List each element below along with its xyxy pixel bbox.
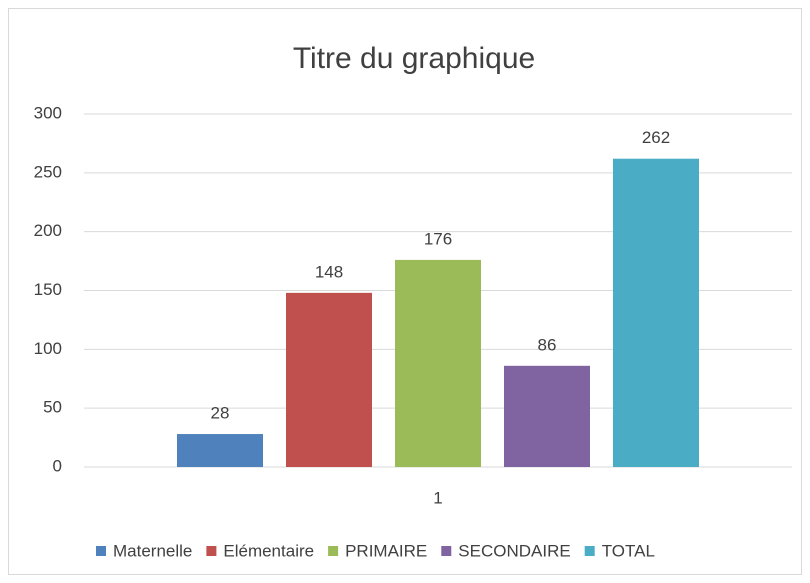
y-tick-label: 50 bbox=[43, 398, 62, 417]
y-tick-label: 250 bbox=[34, 162, 62, 181]
bar bbox=[504, 365, 590, 467]
x-tick-label: 1 bbox=[433, 488, 442, 507]
legend-swatch bbox=[441, 546, 452, 556]
bar bbox=[613, 158, 699, 468]
y-tick-label: 200 bbox=[34, 221, 62, 240]
legend-label: Maternelle bbox=[113, 541, 192, 560]
data-label: 28 bbox=[211, 404, 230, 423]
y-tick-label: 100 bbox=[34, 339, 62, 358]
y-tick-label: 150 bbox=[34, 280, 62, 299]
legend-swatch bbox=[584, 546, 595, 556]
y-tick-label: 0 bbox=[53, 456, 62, 475]
legend-swatch bbox=[206, 546, 217, 556]
legend-label: PRIMAIRE bbox=[345, 541, 427, 560]
data-label: 148 bbox=[315, 262, 343, 281]
legend-swatch bbox=[96, 546, 106, 556]
bar bbox=[286, 292, 372, 467]
data-label: 86 bbox=[538, 335, 557, 354]
chart-title: Titre du graphique bbox=[293, 42, 535, 75]
legend-label: Elémentaire bbox=[223, 541, 314, 560]
y-tick-label: 300 bbox=[34, 103, 62, 122]
legend-swatch bbox=[328, 546, 339, 556]
bar bbox=[395, 259, 481, 467]
legend-label: TOTAL bbox=[602, 541, 655, 560]
legend-label: SECONDAIRE bbox=[458, 541, 570, 560]
bar bbox=[177, 434, 263, 467]
data-label: 176 bbox=[424, 229, 452, 248]
data-label: 262 bbox=[642, 128, 670, 147]
